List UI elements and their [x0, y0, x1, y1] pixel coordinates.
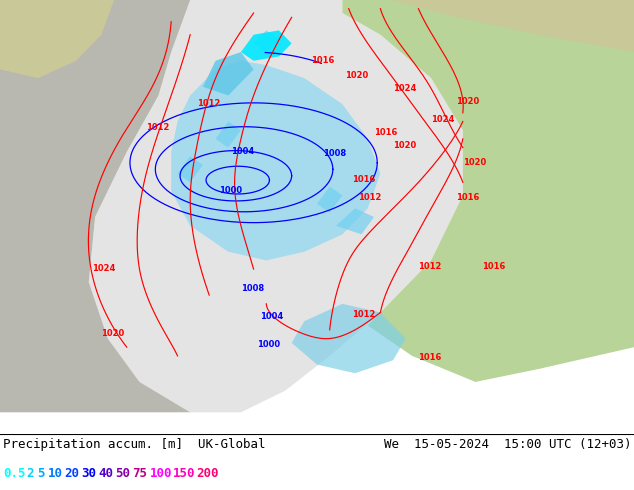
- Text: 1016: 1016: [482, 262, 505, 271]
- Text: 1008: 1008: [241, 284, 264, 293]
- Text: 30: 30: [82, 467, 96, 480]
- Text: 5: 5: [37, 467, 44, 480]
- Text: 1012: 1012: [197, 99, 220, 108]
- Polygon shape: [393, 0, 634, 52]
- Text: 1000: 1000: [257, 340, 280, 349]
- Polygon shape: [0, 0, 190, 412]
- Text: 1016: 1016: [352, 175, 375, 184]
- Polygon shape: [171, 61, 380, 260]
- Text: 1024: 1024: [431, 115, 455, 123]
- Polygon shape: [0, 0, 114, 78]
- Polygon shape: [203, 52, 254, 96]
- Text: 1020: 1020: [463, 158, 486, 167]
- Text: 1012: 1012: [352, 310, 375, 319]
- Text: 1012: 1012: [146, 123, 169, 132]
- Text: 1020: 1020: [393, 141, 417, 149]
- Polygon shape: [178, 156, 203, 182]
- Text: 0.5: 0.5: [3, 467, 25, 480]
- Text: 75: 75: [133, 467, 148, 480]
- Text: 1008: 1008: [323, 149, 346, 158]
- Polygon shape: [89, 0, 463, 412]
- Polygon shape: [292, 304, 406, 373]
- Text: 1020: 1020: [456, 97, 480, 106]
- Text: 1012: 1012: [418, 262, 442, 271]
- Polygon shape: [342, 0, 634, 382]
- Text: 1016: 1016: [311, 56, 334, 65]
- Text: We  15-05-2024  15:00 UTC (12+03): We 15-05-2024 15:00 UTC (12+03): [384, 438, 631, 451]
- Text: 1004: 1004: [231, 147, 255, 156]
- Text: 100: 100: [150, 467, 172, 480]
- Polygon shape: [336, 208, 374, 234]
- Text: Precipitation accum. [m]  UK-Global: Precipitation accum. [m] UK-Global: [3, 438, 266, 451]
- Text: 1024: 1024: [393, 84, 417, 93]
- Text: 2: 2: [27, 467, 34, 480]
- Text: 1004: 1004: [260, 312, 283, 321]
- Text: 1016: 1016: [374, 127, 398, 137]
- Text: 150: 150: [173, 467, 195, 480]
- Text: 200: 200: [197, 467, 219, 480]
- Text: 1000: 1000: [219, 186, 242, 195]
- Polygon shape: [241, 30, 292, 61]
- Text: 1020: 1020: [346, 71, 369, 80]
- Text: 50: 50: [115, 467, 131, 480]
- Text: 1016: 1016: [418, 353, 442, 362]
- Text: 20: 20: [65, 467, 79, 480]
- Text: 40: 40: [98, 467, 113, 480]
- Text: 1012: 1012: [358, 193, 382, 202]
- Polygon shape: [254, 30, 279, 52]
- Text: 1020: 1020: [101, 329, 125, 339]
- Text: 1016: 1016: [456, 193, 480, 202]
- Text: 1024: 1024: [92, 264, 115, 273]
- Text: 10: 10: [48, 467, 63, 480]
- Polygon shape: [317, 187, 342, 213]
- Polygon shape: [216, 122, 241, 147]
